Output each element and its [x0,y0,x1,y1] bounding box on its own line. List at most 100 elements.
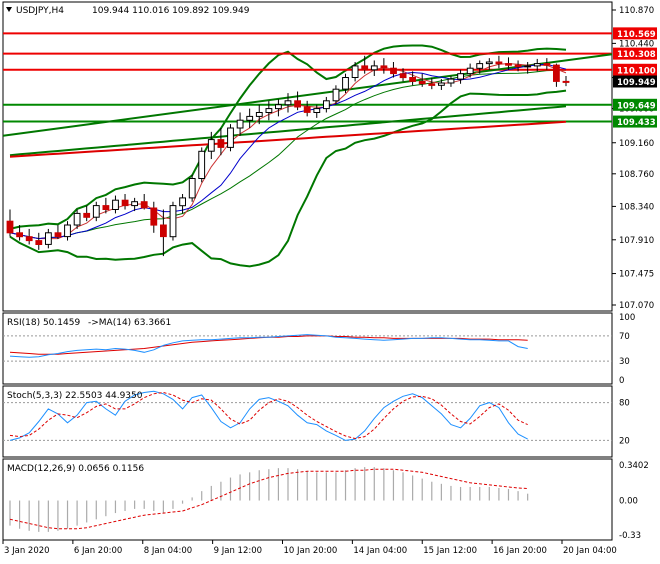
fast-blue-ma [9,63,567,240]
candle-bear [83,212,91,218]
bollinger-lower-band [9,89,567,268]
candle-bull [188,178,196,199]
level-tag-109-433: 109.433 [617,118,656,128]
trendlines [2,53,613,158]
time-axis-label: 14 Jan 04:00 [353,546,407,556]
rsi-tick-label: 0 [619,376,624,386]
macd-pane-frame [2,458,613,541]
candle-bull [438,82,445,86]
price-tick-label: 107.070 [619,301,654,311]
candle-bull [112,199,119,210]
candle-bull [64,224,71,238]
candle-bear [102,205,110,211]
symbol-label: USDJPY,H4 [16,6,64,16]
candle-bull [466,67,474,75]
level-price-tags: 110.569 110.308 110.100 109.649 109.433 109.9… [613,27,657,128]
candle-bear [54,232,62,238]
candle-bull [332,88,340,102]
level-tag-bg [613,63,657,76]
candle-bull [342,77,349,90]
candle-bear [380,65,388,69]
rsi-lines: 100 70 30 0 [3,313,635,386]
candle-bear [418,80,426,85]
time-axis-label: 8 Jan 04:00 [144,546,192,556]
price-tick-label: 108.340 [619,202,654,212]
candle-bull [169,205,177,238]
candle-bear [514,64,522,68]
level-tag-bg [613,115,657,128]
triangle-down-icon[interactable] [6,7,12,12]
candle-bear [562,80,570,83]
candle-bear [409,77,417,82]
candle-bull [45,232,52,245]
price-tick-label: 107.910 [619,236,654,246]
rsi-pane-frame [2,312,613,385]
time-axis-labels: 3 Jan 2020 6 Jan 20:00 8 Jan 04:00 9 Jan 12… [2,540,617,556]
level-tag-110-569: 110.569 [617,30,656,40]
candle-bull [370,65,378,71]
candle-bull [92,205,100,218]
candle-bull [179,197,186,207]
rsi-tick-label: 100 [619,313,635,323]
candle-bear [361,65,369,71]
time-axis-label: 9 Jan 12:00 [214,546,262,556]
candle-bull [236,119,244,129]
level-tag-109-649: 109.649 [617,101,656,111]
candle-bear [140,201,148,209]
candlesticks [6,55,570,257]
macd-tick-label: 0.00 [619,497,638,507]
price-tick-label: 107.475 [619,270,654,280]
candle-bull [533,63,541,67]
candle-bear [390,67,397,75]
time-axis-label: 3 Jan 2020 [4,546,50,556]
ohlc-readout: 109.944 110.016 109.892 109.949 [92,6,250,16]
candle-bear [121,199,129,207]
candle-bull [447,78,455,84]
stoch-lines: 80 20 [3,390,630,446]
time-axis-label: 6 Jan 20:00 [74,546,122,556]
candle-bull [275,104,282,110]
candle-bear [505,63,512,66]
level-tag-110-100: 110.100 [617,66,656,76]
rsi-tick-label: 30 [619,357,630,367]
slow-average [9,120,567,158]
candle-bear [35,240,43,246]
rsi-tick-label: 70 [619,332,630,342]
candle-bear [543,63,551,66]
time-axis-label: 10 Jan 20:00 [284,546,338,556]
stoch-pane-frame [2,385,613,458]
candle-bear [294,100,302,108]
slow-green-average [9,105,567,157]
macd-title: MACD(12,26,9) 0.0656 0.1156 [7,464,144,474]
candle-bull [313,108,321,113]
candle-bull [524,65,532,68]
time-axis-label: 15 Jan 12:00 [423,546,477,556]
rising-trendline [2,53,613,137]
macd-tick-label: 0.3402 [619,461,649,471]
level-tag-bg [613,98,657,111]
candle-bear [16,232,24,238]
candle-bull [476,63,484,69]
rsi-ma-subtitle: ->MA(14) 63.3661 [88,318,171,328]
rsi-title: RSI(18) 50.1459 [7,318,80,328]
level-tag-110-308: 110.308 [617,50,656,60]
candle-bear [150,207,158,226]
candle-bull [227,127,234,148]
candle-bull [265,108,273,113]
stoch-tick-label: 20 [619,436,630,446]
time-axis-label: 20 Jan 04:00 [563,546,617,556]
candle-bull [73,212,81,226]
candle-bear [303,106,311,113]
current-price-tag: 109.949 [617,78,656,88]
candle-bear [495,61,503,65]
candle-bull [457,73,465,80]
price-tick-label: 109.160 [619,139,654,149]
price-tick-label: 110.440 [619,39,654,49]
candle-bull [198,150,206,180]
candle-bear [25,236,33,242]
level-tag-bg [613,27,657,40]
price-tick-label: 110.870 [619,6,654,16]
candle-bear [6,220,14,234]
